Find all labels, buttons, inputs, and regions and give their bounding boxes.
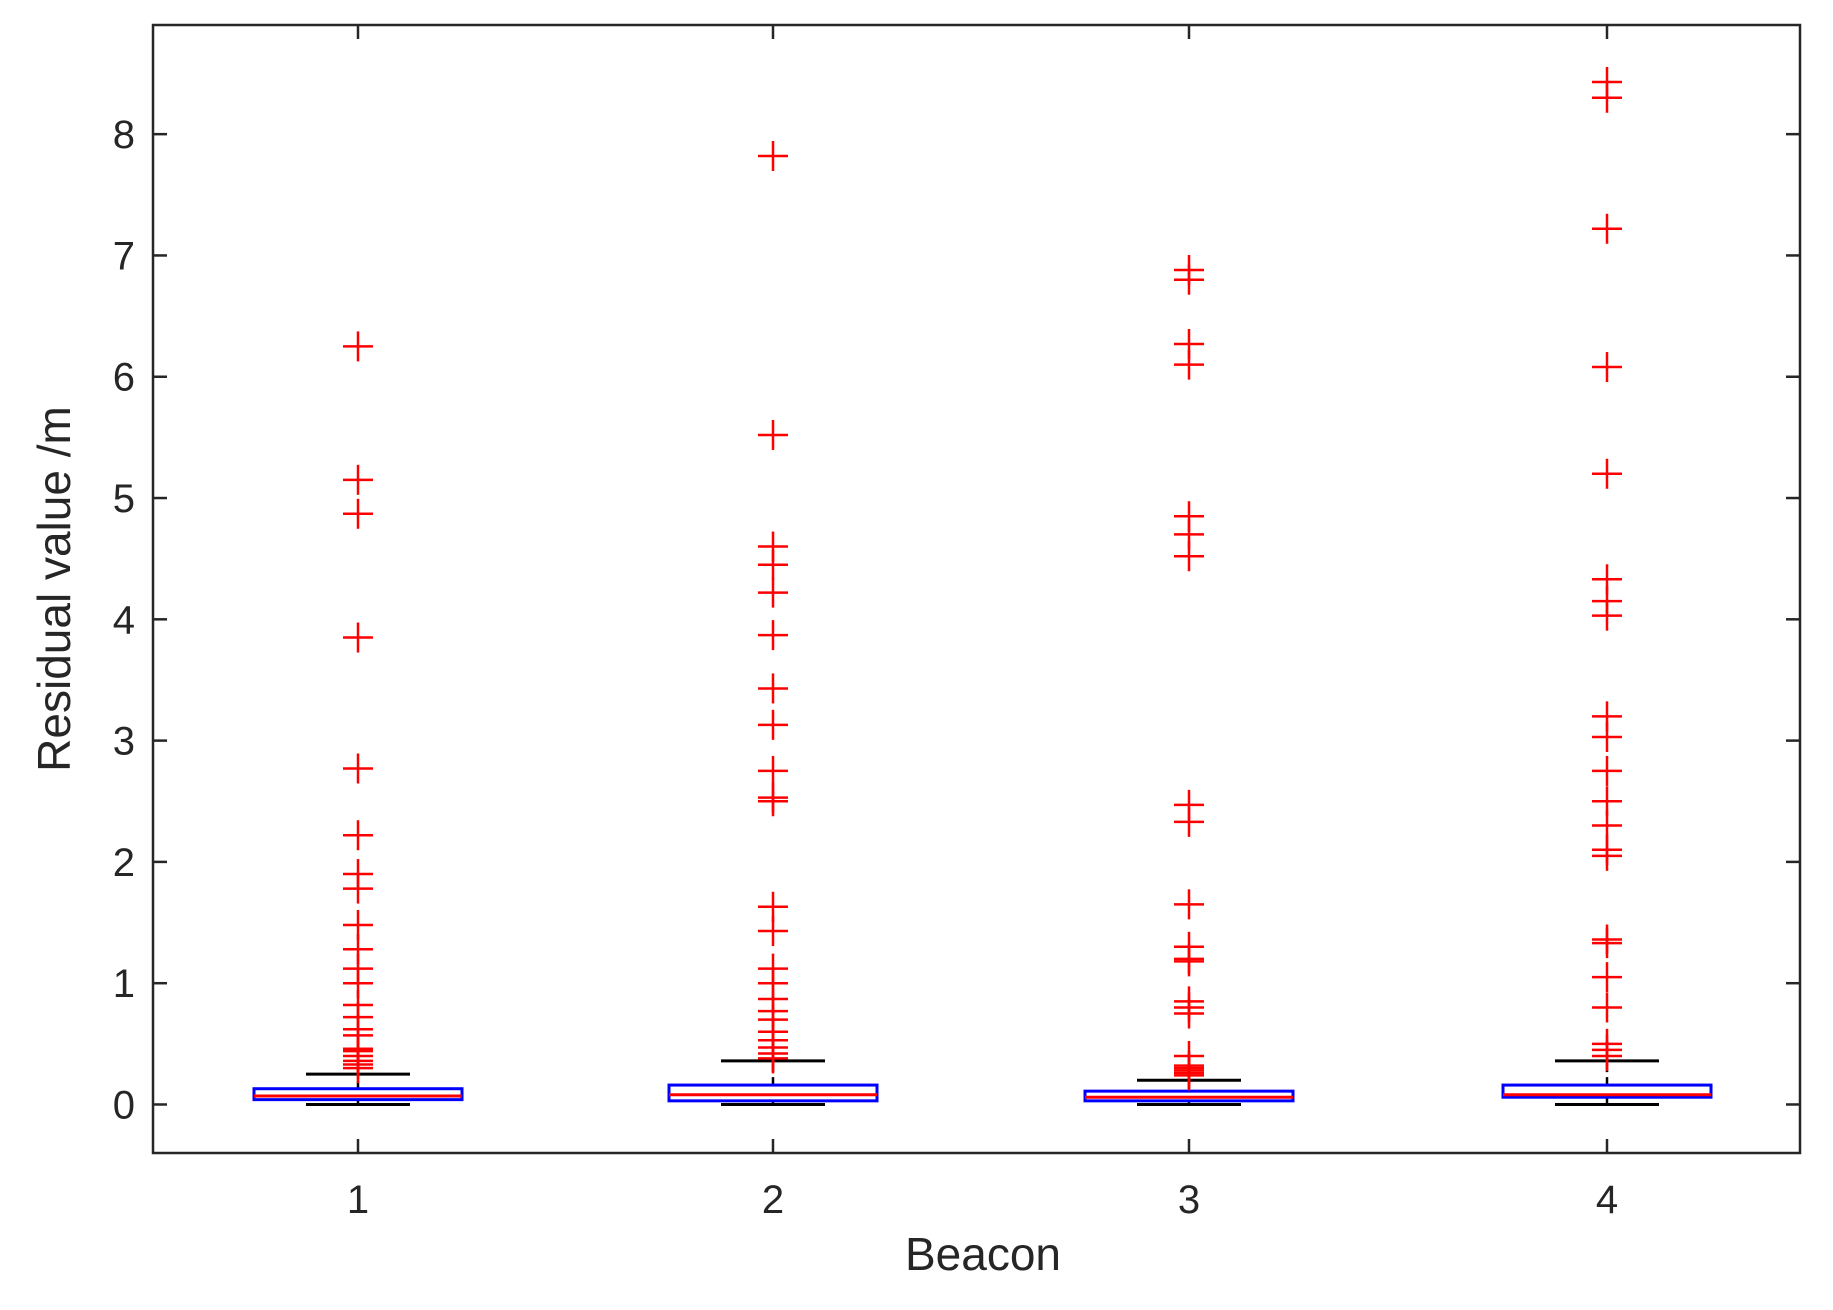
outlier-marker [758, 755, 788, 786]
outlier-marker [1592, 840, 1622, 871]
x-tick-label: 3 [1178, 1178, 1200, 1222]
outlier-marker [758, 786, 788, 817]
x-axis-title: Beacon [905, 1228, 1061, 1280]
outlier-marker [1592, 213, 1622, 244]
outlier-marker [343, 753, 373, 784]
outlier-marker [1592, 992, 1622, 1023]
outlier-marker [1592, 755, 1622, 786]
box-iqr [1501, 1083, 1713, 1099]
outlier-marker [1174, 998, 1204, 1029]
box-group-1 [252, 331, 464, 1106]
y-tick-label: 4 [113, 598, 135, 642]
outlier-marker [1592, 458, 1622, 489]
outlier-marker [1592, 928, 1622, 959]
outlier-marker [343, 464, 373, 495]
outlier-marker [343, 622, 373, 653]
outlier-marker [1174, 541, 1204, 572]
outlier-marker [758, 709, 788, 740]
outlier-marker [1174, 1060, 1204, 1091]
outlier-marker [1174, 349, 1204, 380]
y-tick-label: 3 [113, 720, 135, 764]
outlier-marker [758, 673, 788, 704]
y-axis: 0 1 2 3 4 5 6 7 8 [113, 113, 1800, 1127]
y-tick-label: 0 [113, 1083, 135, 1127]
x-tick-label: 2 [762, 1178, 784, 1222]
outlier-marker [1174, 946, 1204, 977]
box-group-3 [1083, 255, 1295, 1106]
y-axis-title: Residual value /m [28, 406, 80, 772]
plot-area [151, 23, 1802, 1155]
outlier-marker [343, 498, 373, 529]
outlier-marker [343, 331, 373, 362]
outlier-marker [758, 419, 788, 450]
x-axis: 1 2 3 4 [347, 25, 1618, 1222]
y-tick-label: 1 [113, 962, 135, 1006]
y-tick-label: 6 [113, 356, 135, 400]
box-iqr [252, 1087, 464, 1102]
box-iqr [667, 1083, 879, 1103]
outlier-marker [1592, 721, 1622, 752]
outlier-marker [1592, 82, 1622, 113]
outlier-marker [1592, 600, 1622, 631]
outlier-marker [1174, 889, 1204, 920]
y-tick-label: 8 [113, 113, 135, 157]
outlier-marker [758, 1043, 788, 1074]
outlier-marker [1592, 1040, 1622, 1071]
y-tick-label: 2 [113, 841, 135, 885]
outlier-marker [1174, 806, 1204, 837]
x-tick-label: 1 [347, 1178, 369, 1222]
outlier-marker [343, 1053, 373, 1084]
box-series [252, 67, 1713, 1106]
outlier-marker [1592, 352, 1622, 383]
outlier-marker [758, 916, 788, 947]
outlier-marker [758, 140, 788, 171]
outlier-marker [758, 620, 788, 651]
outlier-marker [1592, 962, 1622, 993]
y-tick-label: 5 [113, 477, 135, 521]
x-tick-label: 4 [1596, 1178, 1618, 1222]
box-group-2 [667, 140, 879, 1106]
outlier-marker [343, 873, 373, 904]
outlier-marker [343, 820, 373, 851]
outlier-marker [758, 549, 788, 580]
outlier-marker [1174, 264, 1204, 295]
outlier-marker [758, 577, 788, 608]
y-tick-label: 7 [113, 234, 135, 278]
box-group-4 [1501, 67, 1713, 1106]
